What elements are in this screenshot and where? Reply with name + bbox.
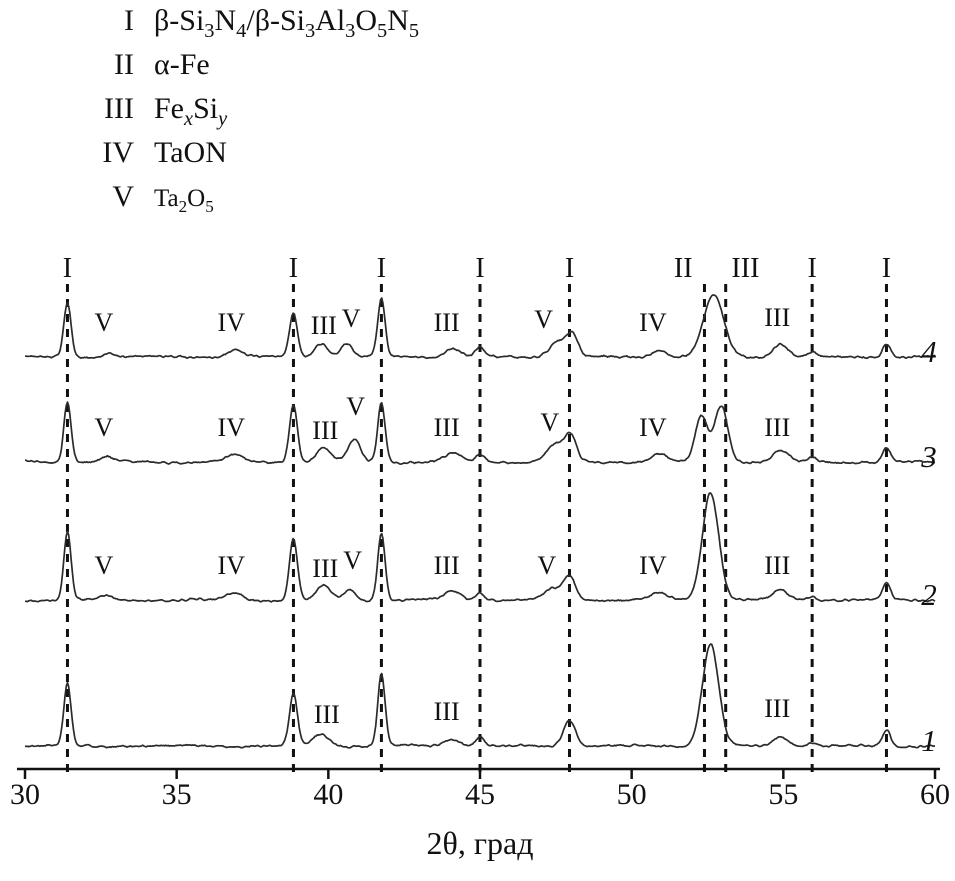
phase-annotation-III: III — [434, 308, 460, 337]
phase-annotation-III: III — [764, 413, 790, 442]
xrd-curve-2 — [25, 492, 936, 603]
phase-annotation-III: III — [764, 551, 790, 580]
peak-group-label-I: I — [565, 253, 574, 284]
phase-annotation-III: III — [314, 700, 340, 729]
phase-annotation-III: III — [312, 554, 338, 583]
legend-row: II α-Fe — [64, 48, 419, 82]
peak-group-label-I: I — [289, 253, 298, 284]
xrd-curve-3 — [24, 401, 936, 465]
phase-annotation-III: III — [312, 416, 338, 445]
legend-formula: TaON — [154, 136, 227, 169]
legend-numeral: V — [112, 180, 134, 213]
x-tick-label: 30 — [10, 778, 40, 811]
x-tick-label: 35 — [162, 778, 192, 811]
legend-formula: α-Fe — [154, 48, 210, 81]
phase-annotation-III: III — [764, 303, 790, 332]
legend-numeral: IV — [102, 136, 134, 169]
legend-row: V Ta2O5 — [64, 180, 419, 216]
legend-numeral: II — [114, 48, 134, 81]
phase-annotation-V: V — [342, 304, 361, 333]
phase-annotation-V: V — [537, 551, 556, 580]
legend-numeral: I — [124, 4, 134, 37]
series-label-1: 1 — [921, 723, 937, 758]
legend-numeral: III — [104, 92, 134, 125]
legend-row: IV TaON — [64, 136, 419, 170]
peak-group-label-I: I — [475, 253, 484, 284]
series-label-2: 2 — [921, 577, 937, 612]
phase-annotation-III: III — [764, 694, 790, 723]
xrd-curve-4 — [25, 294, 936, 360]
phase-annotation-IV: IV — [218, 413, 246, 442]
legend-formula: Ta2O5 — [154, 185, 214, 216]
phase-annotation-V: V — [540, 408, 559, 437]
phase-annotation-III: III — [434, 697, 460, 726]
phase-annotation-V: V — [534, 305, 553, 334]
x-tick-label: 50 — [617, 778, 647, 811]
legend-formula: β-Si3N4/β-Si3Al3O5N5 — [154, 4, 420, 42]
phase-annotation-V: V — [94, 551, 113, 580]
xrd-curve-1 — [24, 643, 935, 749]
phase-annotation-IV: IV — [639, 413, 667, 442]
phase-annotation-IV: IV — [639, 551, 667, 580]
peak-group-label-II: II — [674, 253, 693, 284]
phase-annotation-V: V — [343, 546, 362, 575]
peak-group-label-I: I — [807, 253, 816, 284]
peak-group-label-I: I — [63, 253, 72, 284]
phase-annotation-III: III — [434, 551, 460, 580]
x-tick-label: 45 — [465, 778, 495, 811]
x-tick-label: 55 — [768, 778, 798, 811]
legend-formula: FexSiy — [154, 92, 228, 130]
peak-group-label-III: III — [731, 253, 759, 284]
phase-annotation-IV: IV — [218, 551, 246, 580]
phase-annotation-IV: IV — [218, 308, 246, 337]
peak-group-label-I: I — [882, 253, 891, 284]
phase-annotation-III: III — [434, 413, 460, 442]
x-tick-label: 40 — [313, 778, 343, 811]
x-tick-label: 60 — [920, 778, 950, 811]
phase-annotation-V: V — [346, 392, 365, 421]
phase-annotation-III: III — [311, 311, 337, 340]
legend-row: III FexSiy — [64, 92, 419, 130]
series-label-4: 4 — [921, 334, 937, 369]
phase-annotation-V: V — [94, 413, 113, 442]
peak-group-label-I: I — [377, 253, 386, 284]
phase-annotation-V: V — [94, 308, 113, 337]
x-axis-label: 2θ, град — [427, 825, 534, 861]
phase-annotation-IV: IV — [639, 308, 667, 337]
series-label-3: 3 — [920, 439, 937, 474]
